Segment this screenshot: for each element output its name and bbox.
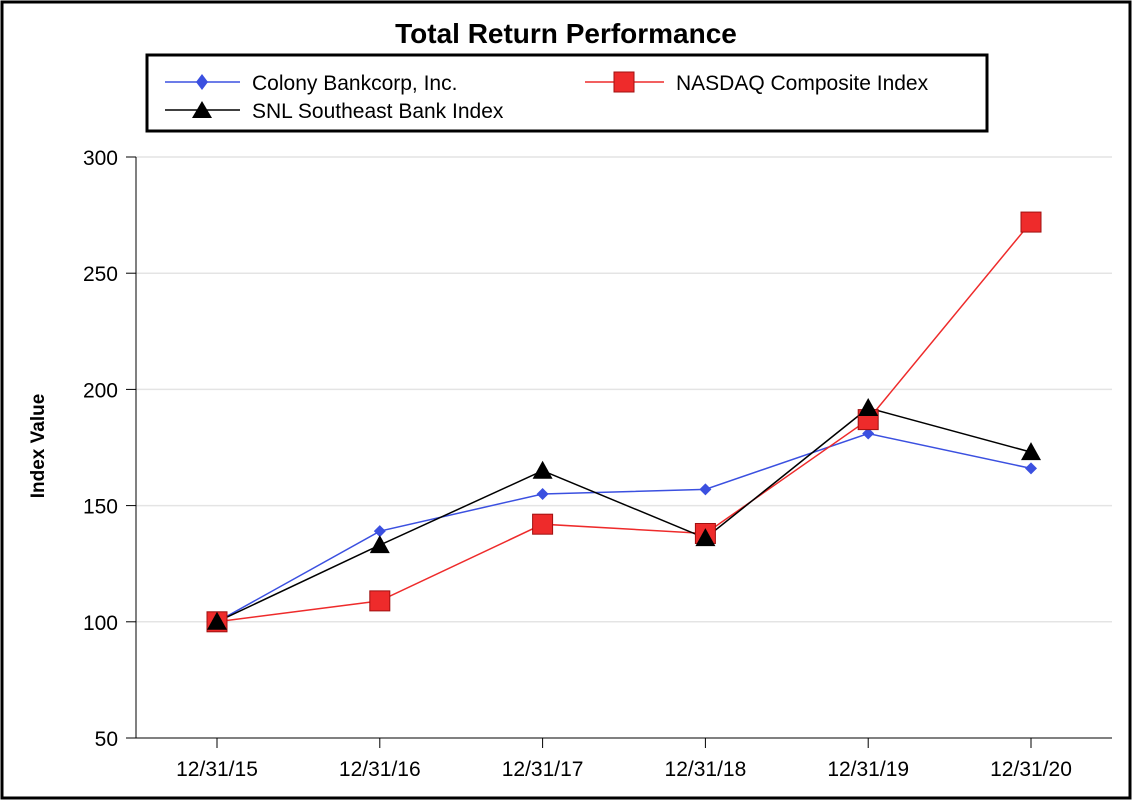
x-tick-label: 12/31/20 — [990, 758, 1072, 781]
y-tick-label: 150 — [83, 496, 118, 519]
chart-title: Total Return Performance — [395, 18, 737, 49]
data-point-diamond — [373, 525, 386, 538]
axes — [126, 156, 1112, 748]
x-tick-labels: 12/31/15 12/31/16 12/31/17 12/31/18 12/31/19… — [176, 758, 1072, 781]
legend-label-snl: SNL Southeast Bank Index — [252, 100, 504, 123]
x-tick-label: 12/31/17 — [502, 758, 584, 781]
legend: Colony Bankcorp, Inc. NASDAQ Composite I… — [145, 53, 989, 133]
data-point-square — [532, 513, 554, 535]
series-group — [206, 211, 1042, 633]
series-line-diamond — [216, 432, 1032, 623]
data-point-diamond — [862, 427, 875, 440]
data-point-square — [1020, 211, 1042, 233]
x-tick-label: 12/31/15 — [176, 758, 258, 781]
data-point-triangle — [858, 397, 879, 416]
legend-box — [145, 53, 989, 133]
data-point-triangle — [532, 460, 553, 479]
series-line-square — [216, 221, 1032, 623]
x-tick-label: 12/31/19 — [827, 758, 909, 781]
data-point-diamond — [699, 483, 712, 496]
legend-marker-square — [613, 71, 635, 93]
legend-marker-diamond — [196, 74, 208, 90]
y-tick-labels: 50 100 150 200 250 300 — [83, 147, 118, 751]
series-line-triangle — [216, 407, 1032, 623]
data-point-triangle — [207, 611, 227, 630]
y-tick-label: 250 — [83, 263, 118, 286]
x-tick-label: 12/31/18 — [665, 758, 747, 781]
legend-label-nasdaq: NASDAQ Composite Index — [676, 72, 929, 95]
y-tick-label: 50 — [95, 728, 118, 751]
legend-marker-triangle — [192, 101, 212, 118]
data-point-triangle — [1021, 442, 1041, 461]
legend-item-colony: Colony Bankcorp, Inc. — [165, 72, 457, 95]
legend-item-snl: SNL Southeast Bank Index — [165, 100, 504, 123]
data-point-triangle — [695, 528, 716, 547]
data-point-diamond — [1025, 462, 1037, 475]
x-tick-label: 12/31/16 — [339, 758, 421, 781]
data-point-diamond — [536, 487, 549, 500]
data-point-square — [369, 590, 391, 612]
y-tick-label: 300 — [83, 147, 118, 170]
y-tick-label: 100 — [83, 612, 118, 635]
y-tick-label: 200 — [83, 379, 118, 402]
grid-lines — [136, 156, 1112, 623]
legend-item-nasdaq: NASDAQ Composite Index — [585, 71, 929, 95]
y-axis-label: Index Value — [28, 394, 49, 499]
data-point-triangle — [369, 535, 390, 554]
legend-label-colony: Colony Bankcorp, Inc. — [252, 72, 457, 95]
